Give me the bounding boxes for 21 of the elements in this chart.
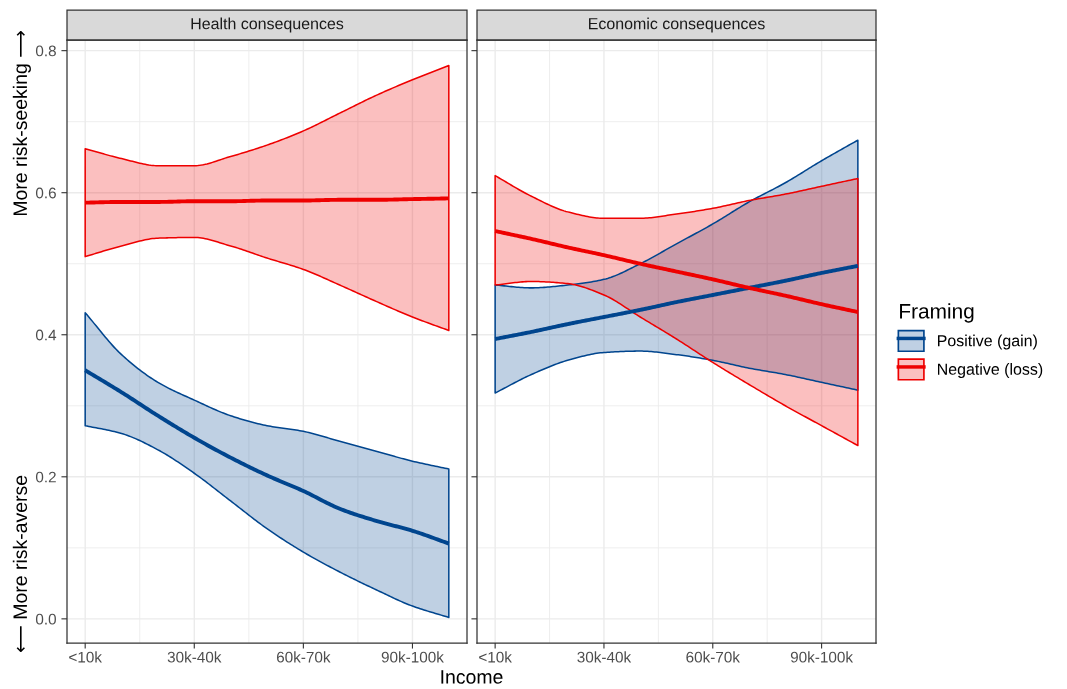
- x-tick-label: 30k-40k: [577, 651, 632, 663]
- x-tick-label: 60k-70k: [686, 651, 740, 663]
- chart-title: Health consequences: [191, 17, 344, 33]
- legend-label: Positive (gain): [938, 334, 1037, 350]
- y-tick-label: 0.4: [35, 329, 57, 341]
- y-tick-label: 0.8: [35, 45, 56, 57]
- x-tick-label: 90k-100k: [790, 651, 854, 663]
- text: More risk-seeking ⟶: [12, 30, 31, 216]
- x-tick-label: 60k-70k: [276, 651, 331, 663]
- x-tick-label: <10k: [69, 651, 102, 663]
- legend-label: Negative (loss): [938, 363, 1043, 378]
- y-tick-label: 0.0: [35, 613, 56, 625]
- x-tick-label: 30k-40k: [167, 651, 222, 663]
- legend-title: Framing: [900, 303, 974, 323]
- y-tick-label: 0.2: [35, 471, 56, 483]
- y-tick-label: 0.6: [35, 187, 56, 199]
- x-tick-label: 90k-100k: [381, 651, 444, 663]
- text: ⟵ More risk-averse: [12, 475, 28, 653]
- x-tick-label: <10k: [479, 651, 512, 663]
- chart-title: Economic consequences: [589, 17, 765, 33]
- x-axis-title: Income: [441, 670, 503, 684]
